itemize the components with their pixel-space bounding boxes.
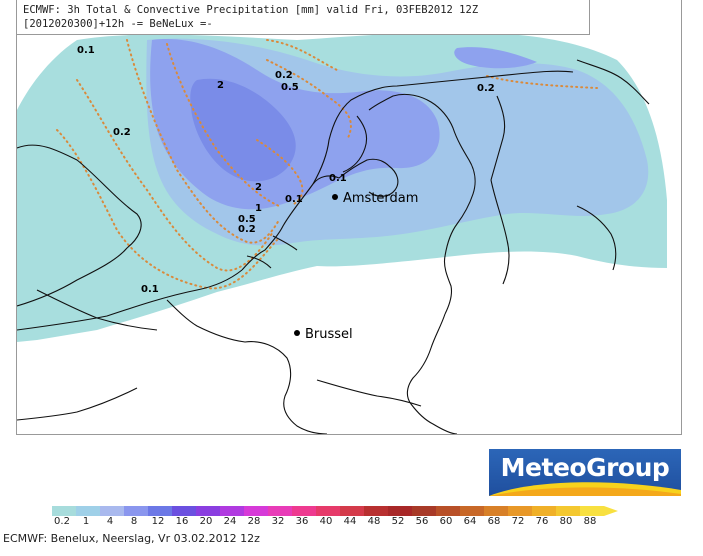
map-canvas: Amsterdam Brussel 0.1 0.2 0.5 2 0.2 0.2 …: [17, 33, 667, 434]
scale-swatch: [124, 506, 148, 516]
scale-tick-label: 72: [511, 516, 525, 527]
scale-tick-label: 28: [247, 516, 261, 527]
contour-label: 0.1: [141, 284, 159, 295]
contour-label: 0.2: [275, 70, 293, 81]
scale-tick-label: 48: [367, 516, 381, 527]
colour-scale-labels: 0.2 1 4 8 12 16 20 24 28 32 36 40 44 48 52 56 60 64 68 72 76…: [52, 516, 612, 530]
scale-swatch: [508, 506, 532, 516]
contour-label: 0.1: [77, 45, 95, 56]
precip-area-north: [454, 47, 537, 69]
scale-tick-label: 36: [295, 516, 309, 527]
scale-tick-label: 32: [271, 516, 285, 527]
scale-swatch: [268, 506, 292, 516]
scale-swatch: [220, 506, 244, 516]
contour-label: 2: [255, 182, 262, 193]
scale-swatch: [148, 506, 172, 516]
scale-tick-label: 20: [199, 516, 213, 527]
scale-tick-label: 0.2: [54, 516, 70, 527]
header-line-2: [2012020300]+12h -= BeNeLux =-: [23, 18, 213, 30]
logo-text: MeteoGroup: [500, 453, 670, 482]
scale-swatch: [340, 506, 364, 516]
scale-swatch: [580, 506, 604, 516]
scale-tick-label: 16: [175, 516, 189, 527]
amsterdam-label: Amsterdam: [343, 191, 418, 206]
header-line-1: ECMWF: 3h Total & Convective Precipitati…: [23, 4, 479, 16]
contour-label: 0.2: [477, 83, 495, 94]
scale-tick-label: 56: [415, 516, 429, 527]
scale-swatch: [556, 506, 580, 516]
scale-tick-label: 12: [151, 516, 165, 527]
scale-tick-label: 4: [106, 516, 114, 527]
scale-swatch: [196, 506, 220, 516]
brussel-marker: [294, 330, 300, 336]
scale-tick-label: 80: [559, 516, 573, 527]
scale-tick-label: 8: [130, 516, 138, 527]
meteogroup-logo: MeteoGroup: [489, 449, 681, 496]
scale-arrow-icon: [604, 506, 618, 516]
scale-tick-label: 52: [391, 516, 405, 527]
precip-area-core: [190, 78, 296, 182]
contour-value-labels: 0.1 0.2 0.5 2 0.2 0.2 2 0.1 0.1 1 0.5 0.…: [77, 45, 495, 295]
scale-tick-label: 44: [343, 516, 357, 527]
contour-label: 0.1: [329, 173, 347, 184]
contour-label: 0.5: [281, 82, 299, 93]
contour-label: 2: [217, 80, 224, 91]
logo-swoosh-icon: [489, 482, 681, 496]
contour-label: 0.2: [113, 127, 131, 138]
brussel-label: Brussel: [305, 327, 353, 342]
scale-swatch: [412, 506, 436, 516]
scale-tick-label: 40: [319, 516, 333, 527]
scale-swatch: [292, 506, 316, 516]
contour-lines: [56, 39, 598, 290]
coastlines-borders: [17, 59, 650, 434]
scale-tick-label: 60: [439, 516, 453, 527]
scale-swatch: [52, 506, 76, 516]
scale-swatch: [100, 506, 124, 516]
scale-tick-label: 76: [535, 516, 549, 527]
scale-swatch: [364, 506, 388, 516]
scale-swatch: [388, 506, 412, 516]
scale-tick-label: 1: [82, 516, 90, 527]
contour-label: 0.5: [238, 214, 256, 225]
contour-label: 0.1: [285, 194, 303, 205]
scale-swatch: [76, 506, 100, 516]
colour-scale-bar: [52, 506, 618, 516]
contour-label: 0.2: [238, 224, 256, 235]
scale-swatch: [436, 506, 460, 516]
scale-tick-label: 64: [463, 516, 477, 527]
scale-swatch: [460, 506, 484, 516]
amsterdam-marker: [332, 194, 338, 200]
scale-tick-label: 88: [583, 516, 597, 527]
contour-label: 1: [255, 203, 262, 214]
precipitation-map: Amsterdam Brussel 0.1 0.2 0.5 2 0.2 0.2 …: [16, 0, 682, 435]
footer-caption: ECMWF: Benelux, Neerslag, Vr 03.02.2012 …: [3, 532, 260, 545]
scale-tick-label: 24: [223, 516, 237, 527]
header-box: ECMWF: 3h Total & Convective Precipitati…: [17, 0, 590, 35]
scale-swatch: [244, 506, 268, 516]
scale-tick-label: 68: [487, 516, 501, 527]
scale-swatch: [532, 506, 556, 516]
scale-swatch: [172, 506, 196, 516]
scale-swatch: [316, 506, 340, 516]
scale-swatch: [484, 506, 508, 516]
